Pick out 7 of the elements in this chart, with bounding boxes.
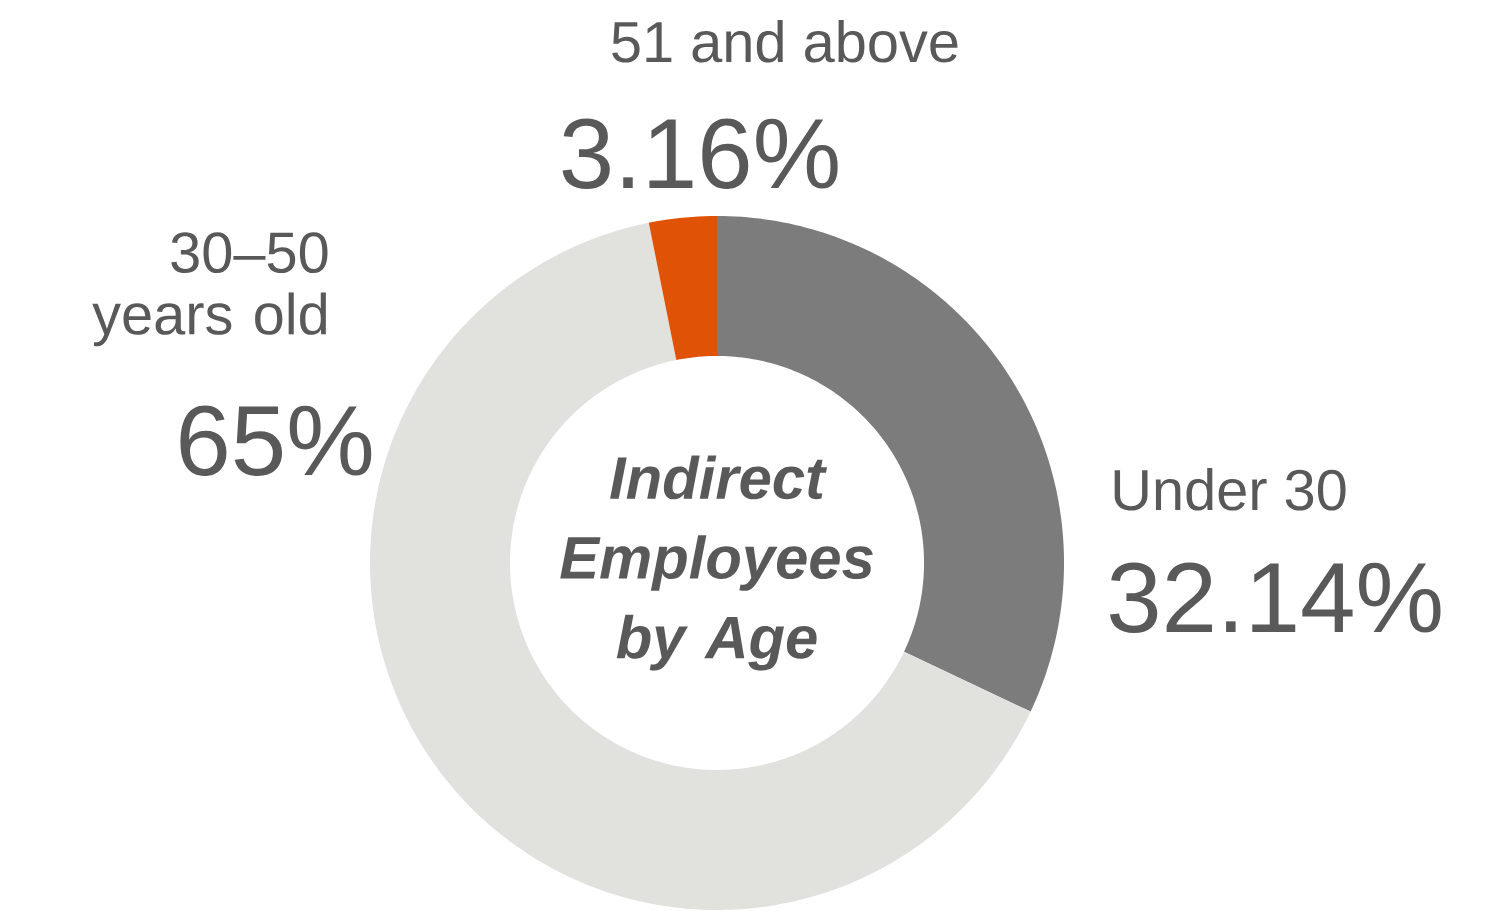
slice-label: 30–50 years old (92, 232, 328, 347)
data-label: 32.14% (1110, 562, 1441, 633)
data-label: 65% (180, 405, 372, 476)
data-label: 3.16% (562, 118, 838, 189)
slice-label: 51 and above (612, 20, 958, 63)
text: Indirect Employees by Age (560, 455, 873, 671)
slice-label: Under 30 (1114, 468, 1346, 511)
